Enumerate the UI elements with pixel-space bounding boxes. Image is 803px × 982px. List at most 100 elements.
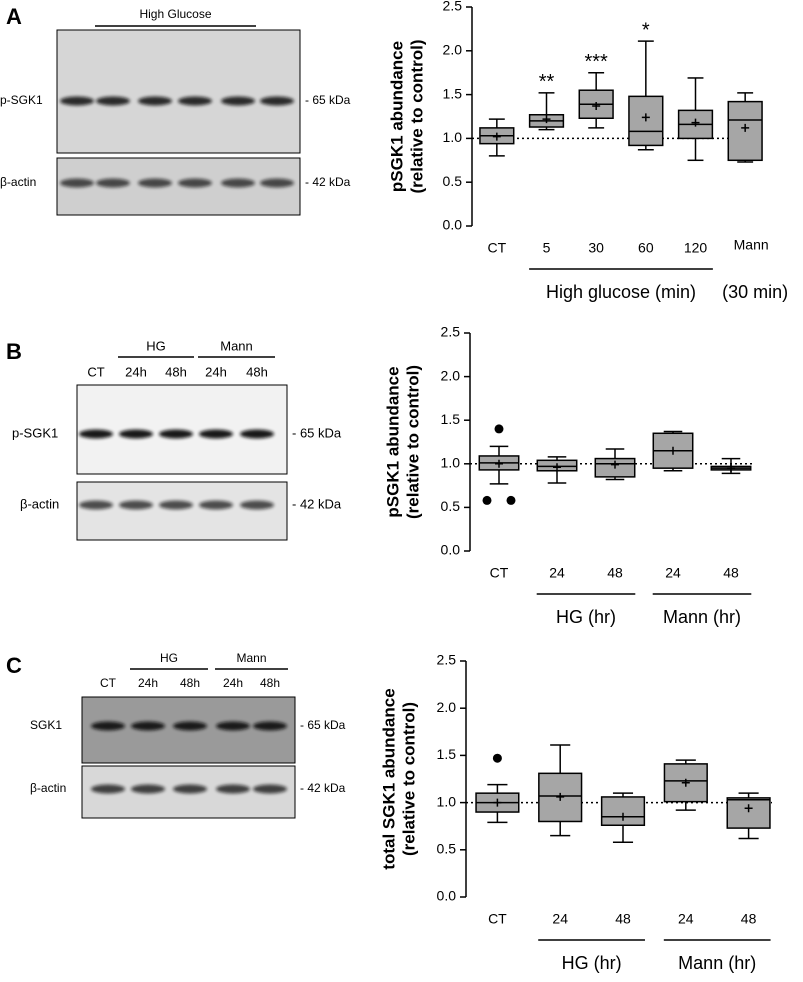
size-marker: - 42 kDa <box>292 496 342 511</box>
mean-marker <box>691 118 700 127</box>
group-label: Mann <box>236 651 266 665</box>
y-tick-label: 1.5 <box>437 746 457 762</box>
blot-frame <box>56 157 301 216</box>
outlier <box>506 495 516 505</box>
lane-label: 24h <box>205 364 227 379</box>
y-tick-label: 2.5 <box>443 0 463 14</box>
x-tick-label: 48 <box>607 565 623 581</box>
mean-marker <box>493 798 502 807</box>
blot-band <box>173 721 207 731</box>
blot-band <box>221 96 255 106</box>
blot-band <box>216 721 250 731</box>
blot-band <box>253 721 287 731</box>
blot-band <box>159 500 193 510</box>
y-tick-label: 1.0 <box>443 129 463 145</box>
panel-letter: B <box>6 339 22 364</box>
blot-band <box>91 784 125 794</box>
group-label: High glucose (min) <box>546 282 696 302</box>
blot-band <box>60 178 94 188</box>
mean-marker <box>744 804 753 813</box>
group-label: Mann (hr) <box>663 607 741 627</box>
x-tick-label: 24 <box>552 911 568 927</box>
blot-band <box>199 429 233 439</box>
x-tick-label: 60 <box>638 240 654 256</box>
x-tick-label: 48 <box>723 565 739 581</box>
mean-marker <box>741 123 750 132</box>
row-label: p-SGK1 <box>0 93 43 107</box>
x-tick-label: 24 <box>549 565 565 581</box>
blot-band <box>159 429 193 439</box>
y-tick-label: 0.5 <box>441 498 461 514</box>
mean-marker <box>492 132 501 141</box>
row-label: β-actin <box>0 175 36 189</box>
mean-marker <box>681 778 690 787</box>
y-tick-label: 2.0 <box>443 42 463 58</box>
blot-band <box>131 784 165 794</box>
blot-band <box>178 96 212 106</box>
mean-marker <box>669 446 677 455</box>
x-tick-label: 48 <box>741 911 757 927</box>
lane-label: 24h <box>223 676 243 690</box>
blot-band <box>91 721 125 731</box>
row-label: p-SGK1 <box>12 425 58 440</box>
blot-band <box>138 96 172 106</box>
y-axis-label: (relative to control) <box>407 40 426 194</box>
size-marker: - 65 kDa <box>300 718 346 732</box>
lane-label: 48h <box>260 676 280 690</box>
lane-label: 48h <box>165 364 187 379</box>
y-tick-label: 0.0 <box>443 217 463 233</box>
mean-marker <box>592 101 601 110</box>
group-label: Mann (hr) <box>678 953 756 973</box>
y-tick-label: 0.5 <box>443 173 463 189</box>
box <box>600 796 646 827</box>
y-tick-label: 2.0 <box>437 699 457 715</box>
y-axis-label: pSGK1 abundance <box>387 41 406 192</box>
group-label: (30 min) <box>722 282 788 302</box>
group-label: HG <box>160 651 178 665</box>
y-tick-label: 0.0 <box>441 542 461 558</box>
blot-band <box>173 784 207 794</box>
blot-band <box>131 721 165 731</box>
x-tick-label: 5 <box>543 240 551 256</box>
lane-label: 24h <box>125 364 147 379</box>
blot-band <box>119 500 153 510</box>
y-tick-label: 1.0 <box>441 455 461 471</box>
group-label: High Glucose <box>139 7 211 21</box>
x-tick-label: 24 <box>678 911 694 927</box>
blot-band <box>60 96 94 106</box>
outlier <box>482 495 492 505</box>
significance: * <box>642 19 650 41</box>
blot-band <box>138 178 172 188</box>
x-tick-label: 120 <box>684 240 708 256</box>
group-label: HG (hr) <box>556 607 616 627</box>
blot-band <box>221 178 255 188</box>
mean-marker <box>556 792 565 801</box>
significance: *** <box>584 51 608 73</box>
box <box>726 797 771 829</box>
lane-label: 24h <box>138 676 158 690</box>
y-tick-label: 1.0 <box>437 793 457 809</box>
blot-band <box>240 429 274 439</box>
blot-band <box>178 178 212 188</box>
panel-letter: C <box>6 653 22 678</box>
outlier <box>494 424 504 434</box>
blot-band <box>240 500 274 510</box>
y-axis-label: (relative to control) <box>399 702 418 856</box>
size-marker: - 42 kDa <box>300 781 346 795</box>
blot-band <box>79 429 113 439</box>
lane-label: 48h <box>246 364 268 379</box>
y-tick-label: 1.5 <box>441 411 461 427</box>
row-label: β-actin <box>30 781 66 795</box>
lane-label: 48h <box>180 676 200 690</box>
lane-label: CT <box>100 676 117 690</box>
blot-frame <box>76 384 288 475</box>
blot-band <box>119 429 153 439</box>
blot-band <box>216 784 250 794</box>
size-marker: - 65 kDa <box>292 425 342 440</box>
blot-band <box>96 96 130 106</box>
y-tick-label: 0.5 <box>437 841 457 857</box>
mean-marker <box>542 115 551 124</box>
row-label: β-actin <box>20 496 59 511</box>
group-label: Mann <box>220 338 253 353</box>
x-tick-label: 48 <box>615 911 631 927</box>
